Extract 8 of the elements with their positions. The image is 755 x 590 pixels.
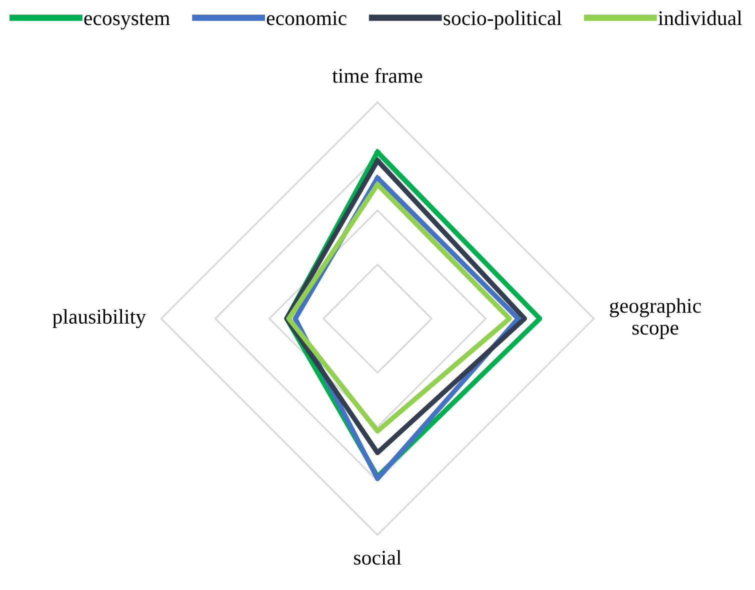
spoke-label: plausibility xyxy=(52,309,146,328)
legend-label: economic xyxy=(266,11,346,26)
spoke-label: social xyxy=(354,550,402,565)
legend-label: individual xyxy=(658,10,742,26)
legend-label: socio-political xyxy=(444,10,562,30)
spoke-label: geographic scope xyxy=(610,298,701,339)
spoke-label: time frame xyxy=(332,68,422,83)
legend-label: ecosystem xyxy=(84,13,170,30)
